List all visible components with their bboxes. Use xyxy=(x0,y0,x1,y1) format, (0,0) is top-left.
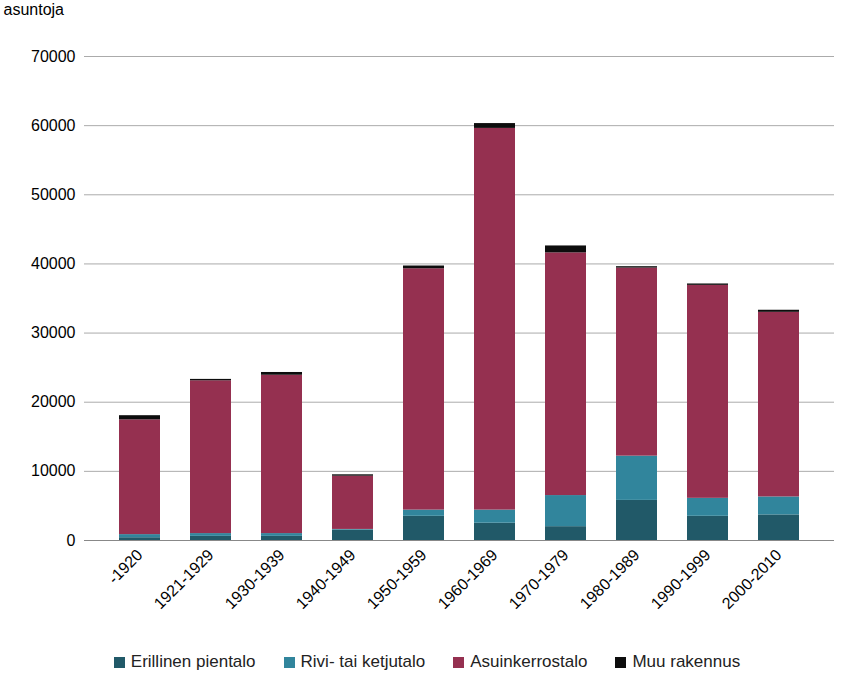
svg-text:40000: 40000 xyxy=(31,255,76,272)
html-text:Erillinen pientalo: Erillinen pientalo xyxy=(130,652,256,671)
svg-text:1980-1989: 1980-1989 xyxy=(577,546,643,612)
svg-text:10000: 10000 xyxy=(31,462,76,479)
svg-text:-1920: -1920 xyxy=(105,546,146,587)
svg-text:1960-1969: 1960-1969 xyxy=(435,546,501,612)
svg-text:60000: 60000 xyxy=(31,117,76,134)
svg-text:30000: 30000 xyxy=(31,324,76,341)
html-text:Rivi- tai ketjutalo: Rivi- tai ketjutalo xyxy=(300,652,426,671)
svg-text:2000-2010: 2000-2010 xyxy=(719,546,785,612)
svg-text:1950-1959: 1950-1959 xyxy=(364,546,430,612)
svg-text:1970-1979: 1970-1979 xyxy=(506,546,572,612)
svg-text:1940-1949: 1940-1949 xyxy=(293,546,359,612)
svg-text:1921-1929: 1921-1929 xyxy=(151,546,217,612)
html-text:Muu rakennus: Muu rakennus xyxy=(632,652,741,671)
svg-text:70000: 70000 xyxy=(31,48,76,65)
svg-text:asuntoja: asuntoja xyxy=(4,1,65,18)
svg-text:0: 0 xyxy=(67,532,76,549)
svg-text:20000: 20000 xyxy=(31,393,76,410)
svg-text:1990-1999: 1990-1999 xyxy=(648,546,714,612)
svg-text:50000: 50000 xyxy=(31,186,76,203)
svg-text:1930-1939: 1930-1939 xyxy=(222,546,288,612)
html-text:Asuinkerrostalo: Asuinkerrostalo xyxy=(470,652,588,671)
